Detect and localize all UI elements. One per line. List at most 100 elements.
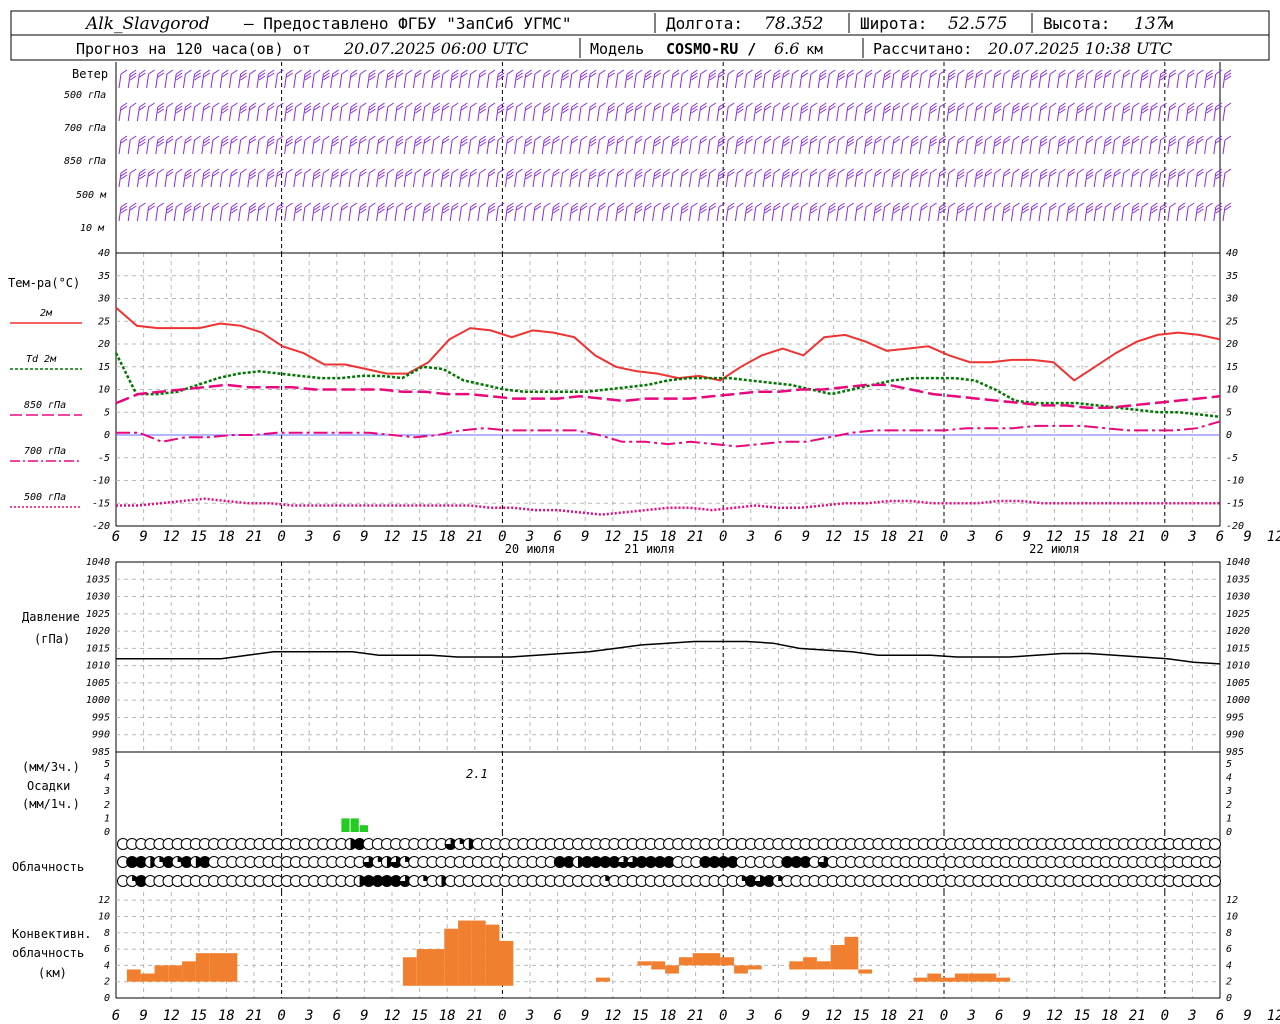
wind-barb-flag <box>709 168 717 174</box>
precip-bar <box>350 818 359 832</box>
wind-barb-flag <box>1197 171 1204 177</box>
wind-barb <box>192 206 196 222</box>
wind-barb <box>311 73 315 89</box>
wind-barb <box>431 172 435 188</box>
wind-barb-flag <box>1095 102 1103 108</box>
wind-barb-flag <box>258 202 266 208</box>
wind-barb <box>458 73 462 89</box>
wind-barb <box>587 73 591 89</box>
wind-barb-flag <box>516 75 523 81</box>
wind-barb <box>946 139 950 155</box>
wind-barb <box>1075 73 1079 89</box>
wind-barb-flag <box>571 208 579 214</box>
wind-barb-flag <box>1022 208 1029 214</box>
wind-barb <box>826 106 830 122</box>
x-tick-label: 21 <box>908 1008 925 1024</box>
cloud-fill <box>381 875 393 887</box>
conv-tick-left: 6 <box>104 944 110 955</box>
wind-barb-flag <box>718 171 726 177</box>
x-tick-label: 9 <box>360 529 368 545</box>
wind-barb-flag <box>129 72 137 78</box>
cloud-fill <box>135 856 147 868</box>
wind-barb-flag <box>847 168 855 174</box>
wind-barb-flag <box>1197 69 1204 75</box>
wind-barb-flag <box>212 102 220 108</box>
wind-barb-flag <box>442 105 450 111</box>
wind-barb <box>633 73 637 89</box>
wind-barb-flag <box>893 202 901 208</box>
wind-barb-flag <box>608 72 615 78</box>
wind-barb-flag <box>1086 102 1094 108</box>
wind-barb-flag <box>847 72 855 78</box>
wind-barb-flag <box>709 75 717 81</box>
wind-barb-flag <box>240 75 247 81</box>
wind-barb <box>955 106 959 122</box>
precip-tick-right: 0 <box>1226 827 1232 838</box>
wind-barb <box>1093 172 1097 188</box>
wind-barb-flag <box>645 72 652 78</box>
wind-barb-flag <box>1206 102 1213 108</box>
wind-barb-flag <box>1215 205 1223 211</box>
wind-barb-flag <box>672 108 680 114</box>
wind-barb <box>615 139 619 155</box>
wind-barb-flag <box>194 75 201 81</box>
wind-barb <box>422 106 426 122</box>
wind-barb-flag <box>985 202 993 208</box>
wind-barb <box>642 172 646 188</box>
cloud-fill <box>754 875 766 887</box>
wind-barb-flag <box>461 135 468 141</box>
wind-barb <box>155 172 159 188</box>
wind-barb <box>458 139 462 155</box>
wind-barb <box>872 106 876 122</box>
wind-barb-flag <box>847 174 855 180</box>
wind-barb-flag <box>231 69 238 75</box>
wind-barb-flag <box>516 135 523 141</box>
wind-barb <box>1102 73 1106 89</box>
wind-barb-flag <box>313 138 321 144</box>
wind-barb <box>882 206 886 222</box>
wind-barb <box>1204 139 1208 155</box>
wind-barb <box>440 139 444 155</box>
precip-tick-left: 3 <box>103 786 110 797</box>
wind-barb <box>339 73 343 89</box>
wind-barb-flag <box>1187 168 1195 174</box>
wind-barb-flag <box>1206 105 1213 111</box>
wind-barb-flag <box>313 105 321 111</box>
wind-barb-flag <box>323 75 330 81</box>
wind-barb-flag <box>313 171 321 177</box>
conv-bar <box>471 920 486 986</box>
wind-barb <box>458 206 462 222</box>
wind-barb-flag <box>838 75 845 81</box>
x-tick-label: 9 <box>802 529 810 545</box>
wind-barb-flag <box>194 135 201 141</box>
wind-barb-flag <box>819 108 827 114</box>
wind-barb-flag <box>755 168 763 174</box>
cloud-fill <box>581 856 593 868</box>
wind-barb-flag <box>1059 69 1066 75</box>
wind-barb-flag <box>286 102 293 108</box>
wind-barb-flag <box>1003 135 1011 141</box>
wind-barb-flag <box>911 102 919 108</box>
wind-barb <box>256 139 260 155</box>
wind-barb-flag <box>212 168 220 174</box>
wind-barb <box>780 139 784 155</box>
wind-barb-flag <box>479 102 487 108</box>
wind-barb-flag <box>930 141 937 147</box>
wind-barb <box>569 106 573 122</box>
wind-barb <box>578 139 582 155</box>
wind-barb-flag <box>1095 202 1103 208</box>
wind-barb-flag <box>442 138 450 144</box>
wind-barb <box>311 139 315 155</box>
wind-barb-flag <box>764 138 772 144</box>
wind-barb-flag <box>1151 168 1158 174</box>
pres-tick-right: 1030 <box>1226 592 1250 603</box>
wind-barb-flag <box>663 135 671 141</box>
wind-barb-flag <box>387 69 395 75</box>
pres-tick-left: 1020 <box>86 626 110 637</box>
wind-barb <box>293 206 297 222</box>
wind-barb <box>918 139 922 155</box>
pres-tick-left: 985 <box>92 747 110 758</box>
wind-barb-flag <box>571 138 579 144</box>
wind-barb <box>1121 172 1125 188</box>
wind-barb-flag <box>617 69 625 75</box>
